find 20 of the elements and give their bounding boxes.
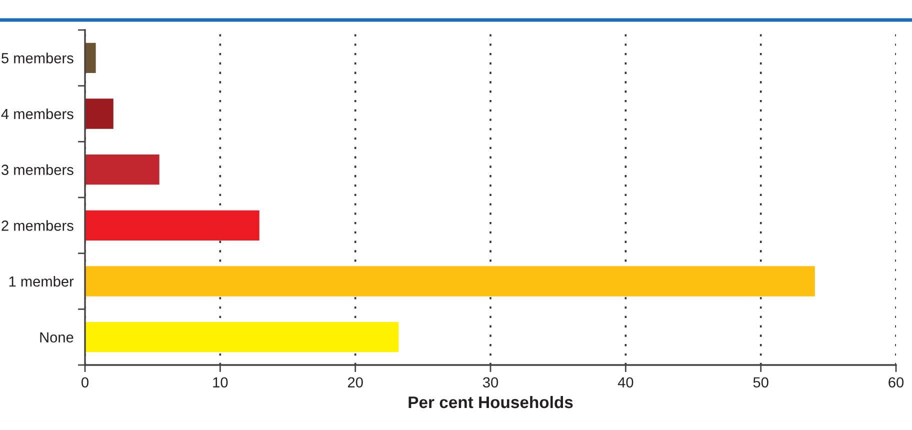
x-tick-label: 0 [82,377,88,388]
y-tick-label: 1 member [9,276,74,287]
x-axis-title: Per cent Households [408,396,573,408]
x-tick-label: 20 [348,377,363,388]
y-tick-label: 4 members [1,108,74,120]
bar [85,266,815,296]
bar [85,98,114,129]
y-tick-label: 2 members [2,220,74,231]
x-tick-label: 50 [753,377,768,388]
x-tick-label: 10 [213,377,228,388]
y-tick-label: 5 members [2,52,74,64]
bar [85,42,96,73]
y-tick-label: None [40,332,74,343]
x-tick-label: 60 [888,377,904,388]
x-tick-label: 30 [482,377,498,388]
bar [85,154,160,185]
x-tick-label: 40 [618,377,634,388]
bar [85,322,399,352]
bar [85,210,260,240]
y-tick-label: 3 members [2,164,74,176]
